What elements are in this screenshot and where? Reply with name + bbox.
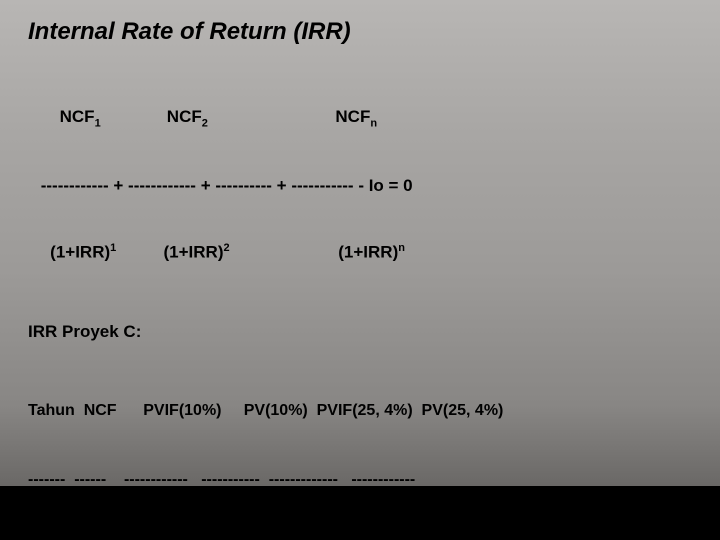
slide-title: Internal Rate of Return (IRR) (28, 18, 692, 46)
footer-bar (0, 486, 720, 540)
formula-line-2: ------------ + ------------ + ----------… (36, 175, 692, 197)
formula-line-3: (1+IRR)1 (1+IRR)2 (1+IRR)n (36, 241, 692, 264)
formula-line-1: NCF1 NCF2 NCFn (36, 106, 692, 131)
irr-formula: NCF1 NCF2 NCFn ------------ + ----------… (36, 62, 692, 308)
project-label: IRR Proyek C: (28, 322, 692, 342)
table-header: Tahun NCF PVIF(10%) PV(10%) PVIF(25, 4%)… (28, 399, 692, 422)
